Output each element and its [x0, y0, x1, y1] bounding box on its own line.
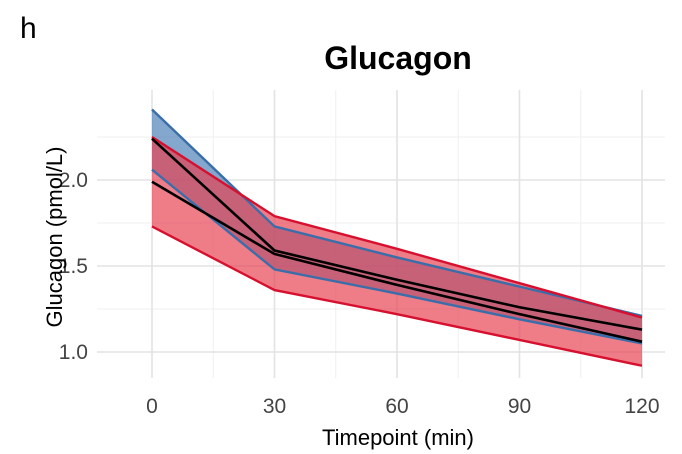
mean-line-1 — [151, 137, 643, 331]
series-lines — [151, 137, 643, 343]
x-tick-label: 0 — [146, 395, 158, 418]
x-tick-label: 30 — [263, 395, 286, 418]
tick-labels: 0 30 60 90 120 1.0 1.5 2.0 — [59, 169, 660, 418]
x-tick-label: 90 — [508, 395, 531, 418]
x-tick-label: 60 — [385, 395, 408, 418]
mean-line-2 — [151, 180, 643, 343]
x-tick-label: 120 — [624, 395, 659, 418]
y-tick-label: 1.5 — [59, 255, 88, 278]
panel-label: h — [20, 12, 37, 45]
band-lower-edge-2 — [151, 225, 643, 367]
chart-title: Glucagon — [324, 40, 472, 76]
y-axis-title: Glucagon (pmol/L) — [42, 147, 67, 328]
band-lower-edge-1 — [151, 168, 643, 345]
band-upper-edge-2 — [151, 135, 643, 319]
y-tick-label: 2.0 — [59, 169, 88, 192]
x-axis-title: Timepoint (min) — [322, 425, 474, 450]
y-tick-label: 1.0 — [59, 341, 88, 364]
band-upper-edge-1 — [151, 108, 643, 318]
